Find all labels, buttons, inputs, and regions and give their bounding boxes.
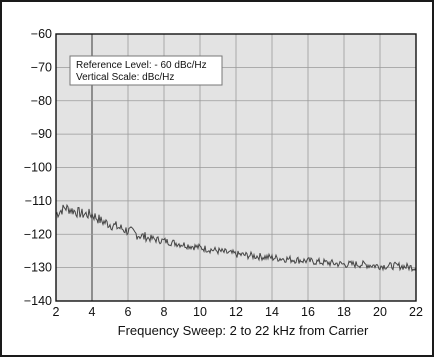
y-tick-label: −60 <box>31 27 52 41</box>
x-tick-label: 4 <box>89 305 96 319</box>
x-axis-label: Frequency Sweep: 2 to 22 kHz from Carrie… <box>118 323 369 338</box>
series-line <box>55 203 417 273</box>
y-tick-label: −110 <box>25 194 52 208</box>
annotation-box: Reference Level: - 60 dBc/Hz Vertical Sc… <box>69 55 223 86</box>
x-tick-label: 10 <box>193 305 207 319</box>
x-tick-label: 8 <box>161 305 168 319</box>
annotation-vertical-scale: Vertical Scale: dBc/Hz <box>76 72 174 83</box>
x-tick-label: 18 <box>337 305 351 319</box>
x-tick-label: 14 <box>265 305 279 319</box>
y-tick-label: −80 <box>31 94 52 108</box>
x-tick-label: 6 <box>125 305 132 319</box>
y-tick-label: −100 <box>24 161 52 175</box>
x-axis: 2 4 6 8 10 12 14 16 18 20 22 <box>53 305 423 319</box>
y-axis: −60 −70 −80 −90 −100 −110 −120 −130 −140 <box>24 27 52 308</box>
y-tick-label: −140 <box>24 294 52 308</box>
plot-border <box>55 33 417 302</box>
y-tick-label: −130 <box>24 261 52 275</box>
annotation-reference-level: Reference Level: - 60 dBc/Hz <box>76 60 207 71</box>
x-tick-label: 12 <box>229 305 243 319</box>
x-tick-label: 20 <box>373 305 387 319</box>
y-tick-label: −70 <box>31 60 52 74</box>
y-tick-label: −90 <box>31 127 52 141</box>
x-tick-label: 2 <box>53 305 60 319</box>
x-tick-label: 16 <box>301 305 315 319</box>
x-tick-label: 22 <box>409 305 423 319</box>
y-tick-label: −120 <box>24 227 52 241</box>
